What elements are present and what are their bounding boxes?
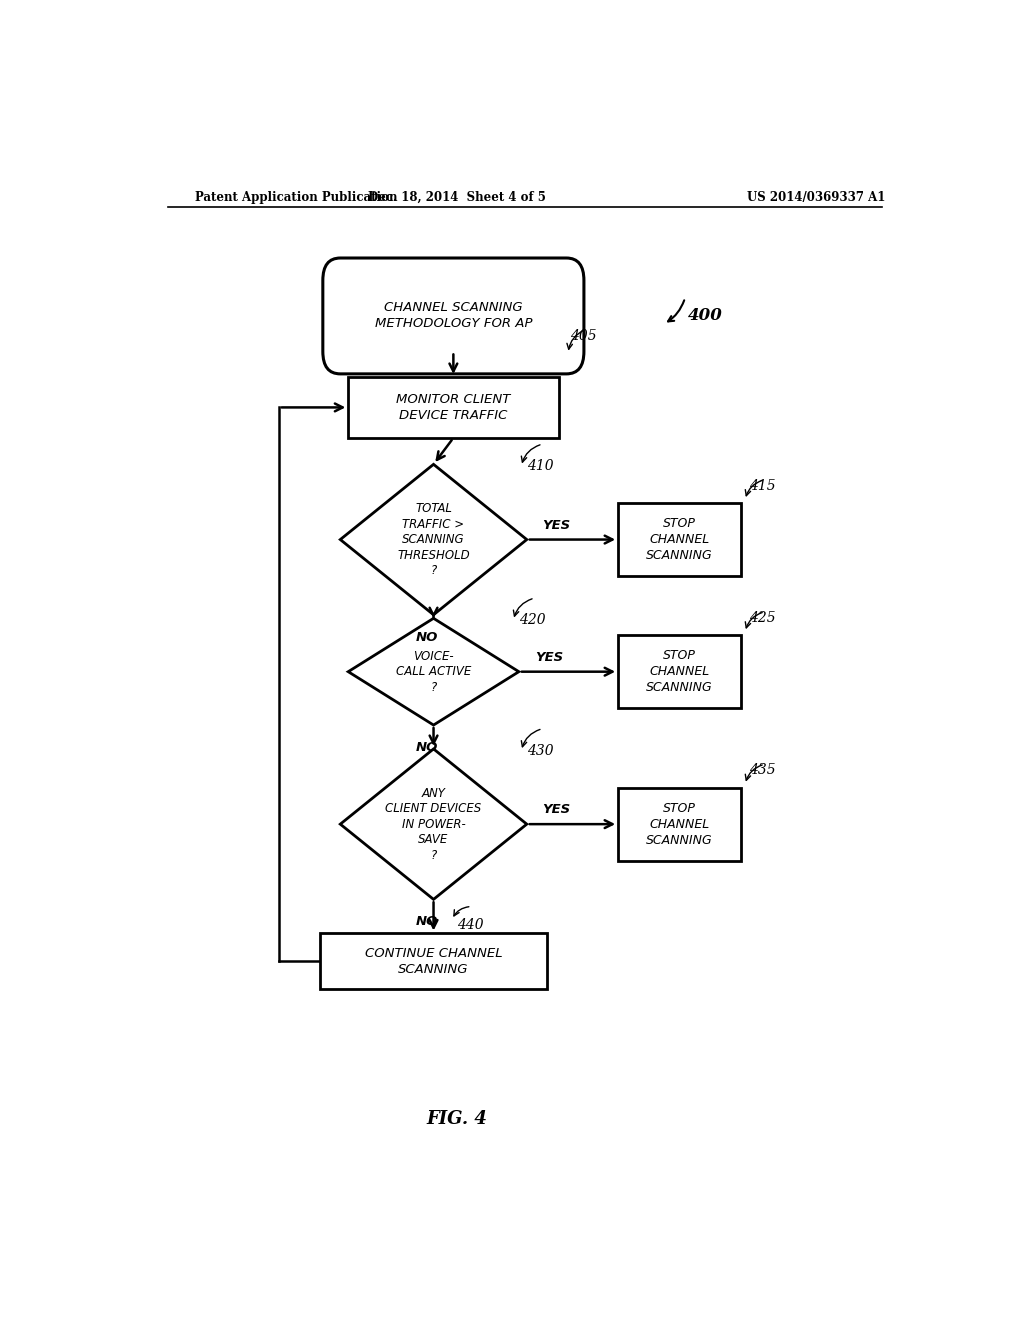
Text: 400: 400	[687, 308, 722, 325]
Text: 410: 410	[526, 459, 553, 474]
Text: CONTINUE CHANNEL
SCANNING: CONTINUE CHANNEL SCANNING	[365, 946, 503, 975]
FancyBboxPatch shape	[618, 503, 741, 576]
Text: STOP
CHANNEL
SCANNING: STOP CHANNEL SCANNING	[646, 517, 713, 562]
Text: ANY
CLIENT DEVICES
IN POWER-
SAVE
?: ANY CLIENT DEVICES IN POWER- SAVE ?	[385, 787, 481, 862]
Text: US 2014/0369337 A1: US 2014/0369337 A1	[748, 190, 886, 203]
Polygon shape	[348, 618, 519, 725]
Polygon shape	[340, 748, 526, 899]
FancyBboxPatch shape	[618, 788, 741, 861]
Text: 435: 435	[749, 763, 775, 777]
Text: 415: 415	[749, 479, 775, 492]
Text: YES: YES	[543, 519, 570, 532]
Text: NO: NO	[416, 741, 438, 754]
Text: MONITOR CLIENT
DEVICE TRAFFIC: MONITOR CLIENT DEVICE TRAFFIC	[396, 393, 511, 422]
Text: NO: NO	[416, 915, 438, 928]
Text: VOICE-
CALL ACTIVE
?: VOICE- CALL ACTIVE ?	[396, 649, 471, 694]
Text: STOP
CHANNEL
SCANNING: STOP CHANNEL SCANNING	[646, 801, 713, 846]
FancyBboxPatch shape	[321, 933, 547, 989]
Text: TOTAL
TRAFFIC >
SCANNING
THRESHOLD
?: TOTAL TRAFFIC > SCANNING THRESHOLD ?	[397, 502, 470, 577]
Text: 405: 405	[570, 330, 597, 343]
Text: Patent Application Publication: Patent Application Publication	[196, 190, 398, 203]
Text: STOP
CHANNEL
SCANNING: STOP CHANNEL SCANNING	[646, 649, 713, 694]
Text: Dec. 18, 2014  Sheet 4 of 5: Dec. 18, 2014 Sheet 4 of 5	[369, 190, 546, 203]
Text: 430: 430	[526, 744, 553, 758]
FancyBboxPatch shape	[618, 635, 741, 709]
Text: YES: YES	[543, 804, 570, 816]
FancyBboxPatch shape	[348, 378, 558, 438]
Polygon shape	[340, 465, 526, 615]
Text: CHANNEL SCANNING
METHODOLOGY FOR AP: CHANNEL SCANNING METHODOLOGY FOR AP	[375, 301, 532, 330]
Text: FIG. 4: FIG. 4	[427, 1110, 487, 1127]
FancyBboxPatch shape	[323, 257, 584, 374]
Text: 425: 425	[749, 611, 775, 624]
Text: 440: 440	[458, 917, 484, 932]
Text: NO: NO	[416, 631, 438, 644]
Text: 420: 420	[519, 614, 546, 627]
Text: YES: YES	[535, 651, 563, 664]
